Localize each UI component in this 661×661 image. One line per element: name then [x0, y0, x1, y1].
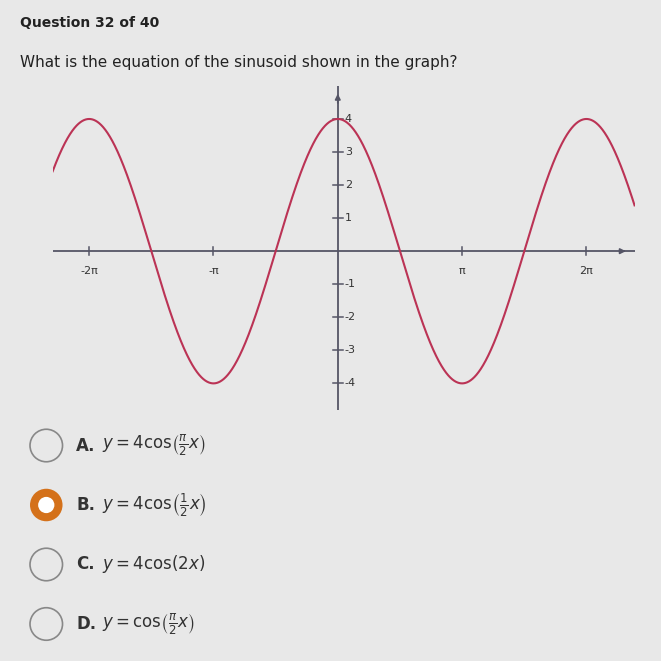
Text: 4: 4 [345, 114, 352, 124]
Text: D.: D. [76, 615, 96, 633]
Ellipse shape [30, 488, 63, 522]
Text: -2: -2 [345, 312, 356, 323]
Text: 1: 1 [345, 213, 352, 223]
Text: -4: -4 [345, 378, 356, 389]
Text: -π: -π [208, 266, 219, 276]
Text: -1: -1 [345, 279, 356, 290]
Text: B.: B. [76, 496, 95, 514]
Text: $y = 4\cos(2x)$: $y = 4\cos(2x)$ [102, 553, 206, 576]
Ellipse shape [38, 497, 54, 513]
Text: 3: 3 [345, 147, 352, 157]
Text: What is the equation of the sinusoid shown in the graph?: What is the equation of the sinusoid sho… [20, 56, 457, 70]
Text: A.: A. [76, 436, 96, 455]
Text: -3: -3 [345, 345, 356, 356]
Text: $y = 4\cos\!\left(\frac{1}{2}x\right)$: $y = 4\cos\!\left(\frac{1}{2}x\right)$ [102, 491, 207, 519]
Text: -2π: -2π [80, 266, 98, 276]
Text: $y = 4\cos\!\left(\frac{\pi}{2}x\right)$: $y = 4\cos\!\left(\frac{\pi}{2}x\right)$ [102, 433, 206, 458]
Text: C.: C. [76, 555, 95, 574]
Text: 2π: 2π [580, 266, 594, 276]
Text: 2: 2 [345, 180, 352, 190]
Text: $y = \cos\!\left(\frac{\pi}{2}x\right)$: $y = \cos\!\left(\frac{\pi}{2}x\right)$ [102, 611, 195, 637]
Text: Question 32 of 40: Question 32 of 40 [20, 16, 159, 30]
Text: π: π [459, 266, 465, 276]
